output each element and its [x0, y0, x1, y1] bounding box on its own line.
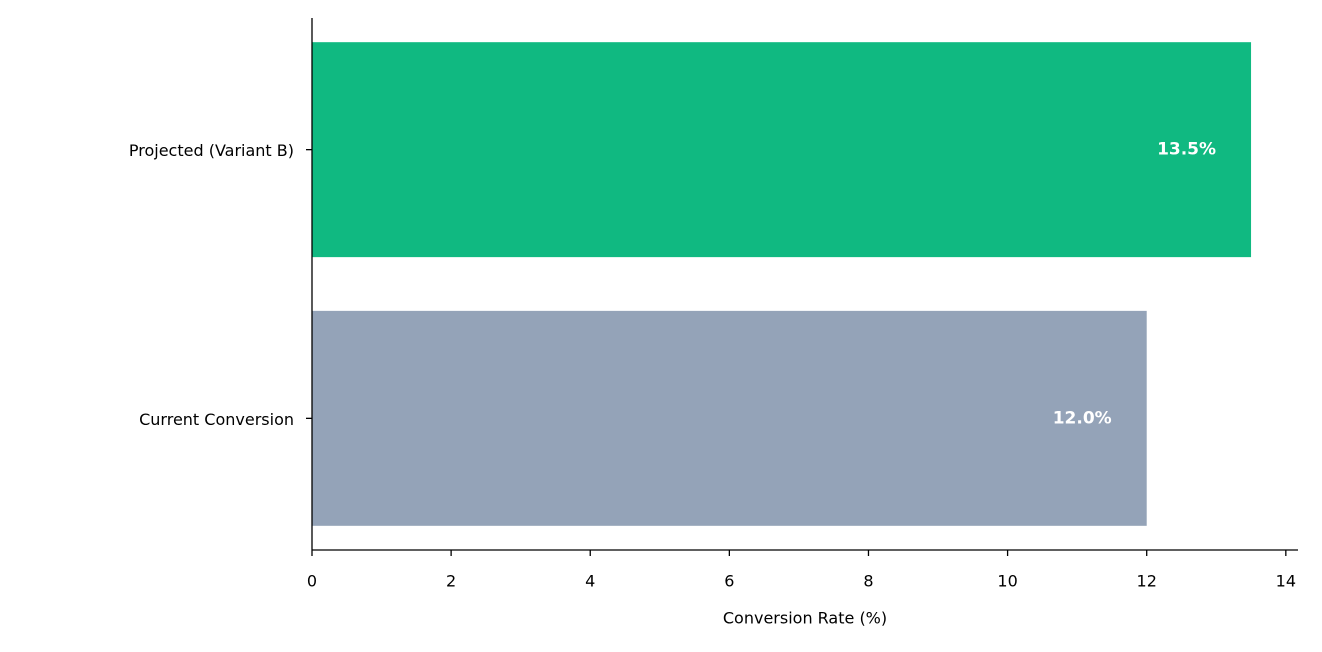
y-tick-label: Projected (Variant B) — [129, 141, 294, 160]
y-tick-label: Current Conversion — [139, 410, 294, 429]
x-tick-label: 0 — [307, 572, 317, 591]
x-tick-label: 10 — [997, 572, 1017, 591]
x-tick-label: 14 — [1276, 572, 1296, 591]
x-axis-label: Conversion Rate (%) — [723, 609, 887, 628]
x-tick-label: 4 — [585, 572, 595, 591]
bar — [312, 310, 1147, 526]
x-tick-label: 2 — [446, 572, 456, 591]
x-tick-label: 6 — [724, 572, 734, 591]
value-label: 12.0% — [1053, 408, 1112, 428]
value-label: 13.5% — [1157, 140, 1216, 160]
x-tick-label: 8 — [863, 572, 873, 591]
bar — [312, 42, 1252, 258]
x-tick-label: 12 — [1137, 572, 1157, 591]
